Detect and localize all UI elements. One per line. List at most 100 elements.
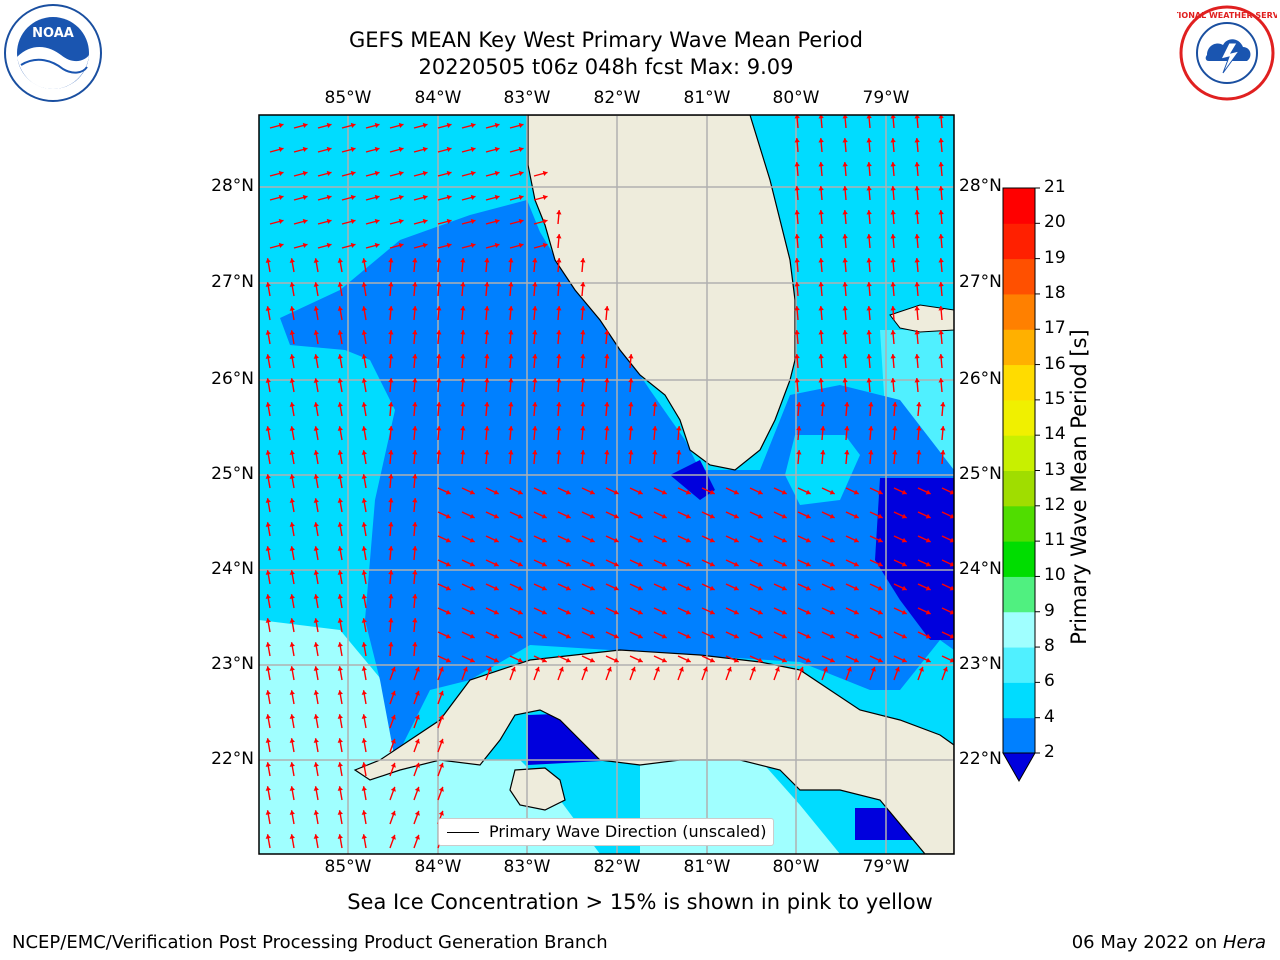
wave-arrow (341, 122, 356, 129)
wave-arrow (866, 209, 872, 225)
wave-arrow (412, 377, 418, 393)
wave-arrow (604, 449, 610, 465)
wave-arrow (485, 170, 500, 177)
wave-arrow (412, 353, 418, 369)
wave-arrow (461, 242, 476, 249)
wave-arrow (749, 559, 763, 567)
wave-arrow (725, 511, 739, 519)
wave-arrow (532, 305, 538, 321)
florida-land (527, 115, 796, 471)
wave-arrow (293, 146, 308, 153)
wave-arrow (533, 511, 547, 519)
wave-arrow (484, 425, 490, 441)
wave-arrow (337, 690, 343, 705)
lat-label-left-0: 28°N (211, 176, 254, 196)
wave-arrow (341, 242, 356, 249)
wave-arrow (797, 583, 811, 591)
wave-arrow (941, 559, 954, 567)
colorbar-segment-13 (1003, 435, 1035, 471)
wave-arrow (821, 511, 835, 519)
wave-arrow (412, 641, 418, 657)
wave-arrow (557, 559, 571, 567)
wave-arrow (337, 618, 343, 633)
wave-arrow (938, 281, 944, 297)
wave-arrow (484, 377, 490, 393)
wave-arrow (317, 242, 332, 249)
wave-arrow (797, 559, 811, 567)
wave-arrow (337, 498, 343, 513)
wave-arrow (794, 233, 800, 249)
wave-arrow (818, 305, 824, 321)
wave-arrow (890, 281, 896, 297)
wave-arrow (437, 559, 451, 567)
wave-arrow (556, 281, 562, 297)
wave-arrow (413, 194, 428, 201)
wave-arrow (437, 242, 452, 249)
wave-arrow (917, 487, 931, 495)
wave-arrow (890, 305, 896, 321)
wave-arrow (749, 487, 763, 495)
wave-arrow (914, 257, 920, 273)
wave-arrow (917, 631, 931, 639)
colorbar-segment-9 (1003, 576, 1035, 613)
wave-arrow (701, 607, 715, 615)
wave-arrow (293, 242, 308, 249)
wave-arrow (556, 233, 562, 249)
wave-arrow (293, 122, 308, 129)
lon-label-bottom-4: 81°W (683, 857, 731, 877)
wave-arrow (940, 401, 946, 417)
wave-arrow (412, 521, 418, 537)
wave-arrow (842, 377, 848, 393)
wave-arrow (938, 377, 944, 393)
wave-arrow (914, 329, 920, 345)
wave-arrow (361, 810, 367, 825)
wave-arrow (533, 194, 548, 201)
wave-arrow (412, 569, 418, 585)
wave-arrow (509, 242, 524, 249)
wave-arrow (289, 666, 295, 681)
wave-arrow (749, 666, 756, 681)
wave-arrow (365, 194, 380, 201)
wave-arrow (412, 329, 418, 345)
wave-arrow (389, 834, 396, 849)
lon-label-bottom-2: 83°W (503, 857, 551, 877)
wave-arrow (341, 146, 356, 153)
wave-arrow (413, 834, 420, 849)
wave-arrow (437, 690, 444, 705)
wave-arrow (533, 242, 548, 249)
wave-arrow (313, 570, 319, 585)
wave-arrow (556, 257, 562, 273)
colorbar-tick-label-8: 8 (1044, 636, 1055, 657)
wave-arrow (844, 401, 850, 417)
wave-arrow (653, 631, 667, 639)
wave-arrow (388, 257, 394, 273)
wave-arrow (581, 511, 595, 519)
wave-arrow (866, 257, 872, 273)
wave-arrow (869, 583, 883, 591)
wave-arrow (389, 218, 404, 225)
wave-arrow (845, 511, 859, 519)
wave-arrow (265, 378, 271, 393)
wave-arrow (412, 425, 418, 441)
wave-arrow (361, 666, 367, 681)
wave-arrow (914, 185, 920, 201)
lon-label-bottom-6: 79°W (862, 857, 910, 877)
lat-label-right-0: 28°N (959, 176, 1002, 196)
wave-arrow (437, 535, 451, 543)
wave-arrow (265, 426, 271, 441)
wave-arrow (289, 570, 295, 585)
wave-arrow (412, 497, 418, 513)
wave-arrow (485, 122, 500, 129)
wave-arrow (413, 218, 428, 225)
wave-arrow (289, 762, 295, 777)
wave-arrow (580, 305, 586, 321)
wave-arrow (533, 218, 548, 225)
wave-arrow (914, 161, 920, 177)
wave-arrow (485, 655, 499, 663)
wave-arrow (605, 511, 619, 519)
wave-arrow (629, 631, 643, 639)
wave-arrow (389, 666, 396, 681)
wave-arrow (677, 535, 691, 543)
colorbar-tick-label-10: 10 (1044, 565, 1066, 586)
wave-arrow (460, 257, 466, 273)
